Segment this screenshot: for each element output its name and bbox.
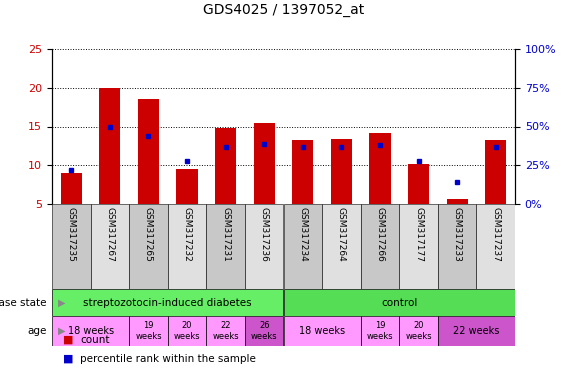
Text: GSM317231: GSM317231 xyxy=(221,207,230,262)
Text: disease state: disease state xyxy=(0,298,46,308)
Text: streptozotocin-induced diabetes: streptozotocin-induced diabetes xyxy=(83,298,252,308)
Bar xyxy=(61,173,82,204)
Text: ▶: ▶ xyxy=(57,298,65,308)
Text: count: count xyxy=(80,335,110,345)
Bar xyxy=(129,316,168,346)
Bar xyxy=(138,99,159,204)
Text: GDS4025 / 1397052_at: GDS4025 / 1397052_at xyxy=(203,3,364,17)
Bar xyxy=(369,133,391,204)
Bar xyxy=(438,316,515,346)
Bar xyxy=(446,199,468,204)
Bar xyxy=(52,289,284,316)
Text: ■: ■ xyxy=(63,335,74,345)
Bar xyxy=(168,316,206,346)
Bar xyxy=(408,164,429,204)
Bar xyxy=(129,204,168,289)
Bar xyxy=(176,169,198,204)
Bar xyxy=(331,139,352,204)
Text: GSM317234: GSM317234 xyxy=(298,207,307,261)
Bar xyxy=(322,204,361,289)
Bar xyxy=(476,204,515,289)
Text: 20
weeks: 20 weeks xyxy=(174,321,200,341)
Text: 18 weeks: 18 weeks xyxy=(299,326,345,336)
Text: GSM317232: GSM317232 xyxy=(182,207,191,261)
Bar xyxy=(91,204,129,289)
Text: 19
weeks: 19 weeks xyxy=(367,321,394,341)
Bar xyxy=(99,88,120,204)
Bar xyxy=(52,204,91,289)
Text: GSM317177: GSM317177 xyxy=(414,207,423,262)
Text: 22 weeks: 22 weeks xyxy=(453,326,499,336)
Text: GSM317264: GSM317264 xyxy=(337,207,346,261)
Text: GSM317265: GSM317265 xyxy=(144,207,153,262)
Text: GSM317237: GSM317237 xyxy=(491,207,500,262)
Bar xyxy=(245,204,284,289)
Text: 22
weeks: 22 weeks xyxy=(212,321,239,341)
Text: 26
weeks: 26 weeks xyxy=(251,321,278,341)
Bar xyxy=(284,316,361,346)
Bar xyxy=(206,316,245,346)
Bar xyxy=(284,289,515,316)
Bar xyxy=(245,316,284,346)
Bar xyxy=(284,204,322,289)
Text: age: age xyxy=(27,326,46,336)
Bar xyxy=(292,141,314,204)
Bar xyxy=(253,122,275,204)
Text: 20
weeks: 20 weeks xyxy=(405,321,432,341)
Bar xyxy=(361,204,399,289)
Text: 18 weeks: 18 weeks xyxy=(68,326,114,336)
Text: GSM317235: GSM317235 xyxy=(67,207,76,262)
Bar xyxy=(399,316,438,346)
Text: GSM317233: GSM317233 xyxy=(453,207,462,262)
Text: GSM317267: GSM317267 xyxy=(105,207,114,262)
Bar xyxy=(399,204,438,289)
Text: percentile rank within the sample: percentile rank within the sample xyxy=(80,354,256,364)
Bar xyxy=(215,128,236,204)
Bar xyxy=(168,204,206,289)
Text: GSM317266: GSM317266 xyxy=(376,207,385,262)
Bar xyxy=(52,316,129,346)
Bar xyxy=(438,204,476,289)
Text: control: control xyxy=(381,298,417,308)
Text: 19
weeks: 19 weeks xyxy=(135,321,162,341)
Bar xyxy=(206,204,245,289)
Bar xyxy=(361,316,399,346)
Text: GSM317236: GSM317236 xyxy=(260,207,269,262)
Text: ■: ■ xyxy=(63,354,74,364)
Text: ▶: ▶ xyxy=(57,326,65,336)
Bar xyxy=(485,141,506,204)
